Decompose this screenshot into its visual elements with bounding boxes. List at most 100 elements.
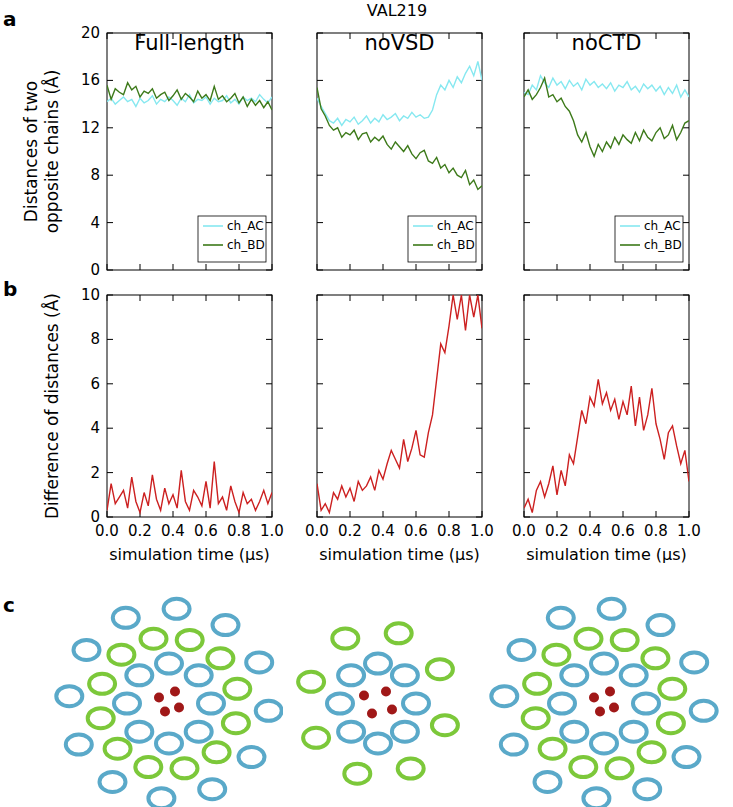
y-tick [107, 472, 113, 473]
x-tick [449, 295, 450, 301]
legend-label: ch_AC [227, 219, 264, 233]
helix [135, 757, 161, 777]
y-tick [107, 80, 113, 81]
helix [548, 608, 574, 628]
x-tick [590, 264, 591, 270]
helix [256, 701, 282, 721]
helix [607, 758, 633, 778]
helix [177, 630, 203, 650]
series-group [317, 61, 482, 189]
x-tick [173, 511, 174, 517]
x-tick-label: 1.0 [677, 522, 701, 540]
helix [549, 694, 575, 714]
y-tick [683, 383, 689, 384]
x-tick [317, 33, 318, 39]
y-tick [266, 175, 272, 176]
legend-label: ch_BD [644, 238, 682, 252]
data-line [524, 78, 689, 156]
data-line [317, 61, 482, 125]
helix [213, 615, 239, 635]
data-line [524, 379, 689, 512]
y-tick [524, 383, 530, 384]
x-tick [524, 264, 525, 270]
y-tick [317, 222, 323, 223]
image-frame [70, 600, 268, 807]
helix [148, 788, 174, 807]
helix [386, 623, 412, 643]
x-tick-label: 0.4 [161, 522, 185, 540]
y-tick-label: 4 [90, 419, 100, 437]
helix [186, 722, 212, 742]
legend-swatch [620, 225, 640, 227]
y-tick [266, 295, 272, 296]
y-axis-label: Difference of distances (Å) [41, 293, 62, 519]
helix [114, 694, 140, 714]
y-tick [107, 222, 113, 223]
y-tick-label: 8 [90, 330, 100, 348]
helix [338, 722, 364, 742]
x-tick [590, 33, 591, 39]
x-tick [383, 295, 384, 301]
series-group [107, 462, 272, 513]
x-tick [482, 33, 483, 39]
legend-label: ch_AC [644, 219, 681, 233]
x-tick [524, 295, 525, 301]
y-tick [317, 80, 323, 81]
helix [246, 652, 272, 672]
series-group [524, 76, 689, 157]
y-tick-label: 4 [90, 214, 100, 232]
x-tick [140, 295, 141, 301]
structure-image [56, 599, 281, 807]
residue-sphere [609, 703, 619, 713]
y-tick [476, 270, 482, 271]
y-tick [266, 517, 272, 518]
x-tick [482, 264, 483, 270]
x-tick [623, 264, 624, 270]
data-line [107, 83, 272, 110]
figure-title: VAL219 [367, 1, 427, 20]
x-tick-label: 0.4 [578, 522, 602, 540]
x-tick [272, 264, 273, 270]
y-tick-label: 20 [81, 24, 100, 42]
helix [403, 694, 429, 714]
y-tick-label: 12 [81, 119, 100, 137]
x-tick [416, 33, 417, 39]
x-tick-label: 0.2 [128, 522, 152, 540]
x-tick [140, 33, 141, 39]
helix [141, 629, 167, 649]
helix [621, 665, 647, 685]
x-tick [416, 511, 417, 517]
x-tick [107, 33, 108, 39]
helix [576, 629, 602, 649]
helix [583, 788, 609, 807]
x-tick [416, 264, 417, 270]
x-tick [107, 295, 108, 301]
helix [432, 715, 458, 735]
x-tick [350, 295, 351, 301]
x-tick-label: 0.6 [611, 522, 635, 540]
y-axis-label: opposite chains (Å) [41, 70, 62, 234]
residue-sphere [154, 693, 164, 703]
y-tick [683, 80, 689, 81]
y-tick [683, 175, 689, 176]
helix [633, 694, 659, 714]
helix [198, 694, 224, 714]
panel-label: a [3, 7, 17, 31]
x-tick [482, 295, 483, 301]
x-tick [350, 33, 351, 39]
x-axis-label: simulation time (μs) [109, 545, 270, 564]
y-tick [317, 33, 323, 34]
helix [327, 694, 353, 714]
x-tick [206, 264, 207, 270]
residue-sphere [170, 687, 180, 697]
x-tick [239, 264, 240, 270]
panel: 0.00.20.40.60.81.0simulation time (μs) [512, 295, 701, 564]
x-tick [317, 264, 318, 270]
y-tick [317, 270, 323, 271]
helix [543, 645, 569, 665]
y-tick [266, 222, 272, 223]
plot-frame [524, 295, 689, 517]
x-tick-label: 0.8 [227, 522, 251, 540]
plot-frame [107, 295, 272, 517]
residue-sphere [367, 709, 377, 719]
